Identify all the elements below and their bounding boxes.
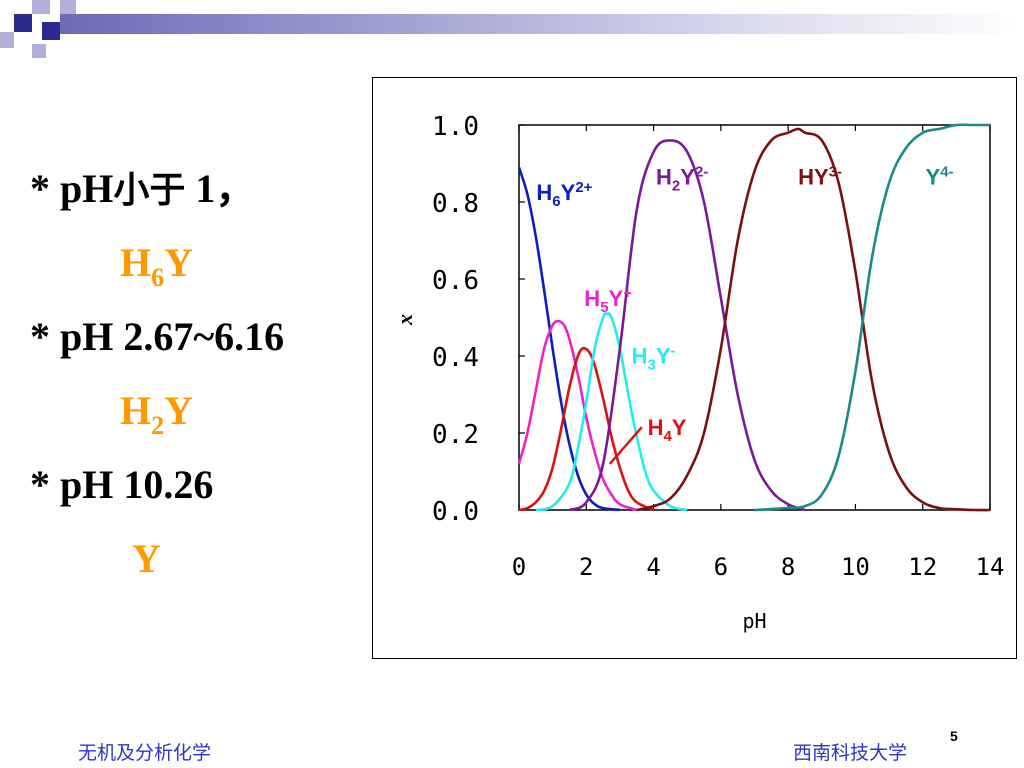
series-line-h6y2plus [517, 167, 621, 512]
bullet-item: * pH小于 1， [30, 166, 256, 211]
series-line-hy3minus [636, 127, 991, 512]
species-label: H6Y [120, 240, 194, 292]
series-label-part: H [656, 165, 672, 190]
series-label-part: 5 [600, 299, 608, 316]
species-label: H2Y [120, 388, 194, 440]
x-tick-label: 2 [579, 553, 593, 581]
series-label-part: 2 [672, 178, 680, 195]
series-label-hy3minus: HY3- [798, 164, 842, 190]
bullet-list: * pH小于 1， H6Y * pH 2.67~6.16 H2Y * pH 10… [30, 152, 284, 596]
header-bar [60, 14, 1024, 34]
series-label-part: - [671, 343, 676, 360]
series-label-part: H [648, 415, 664, 440]
series-line-h5yplus [517, 319, 638, 512]
series-label-h2y2minus: H2Y2- [656, 164, 708, 195]
y-tick-label: 0.8 [432, 189, 479, 219]
header-decoration [0, 0, 1024, 58]
y-tick-label: 0.6 [432, 266, 479, 296]
series-label-part: 3 [648, 357, 656, 374]
series-line-h3yminus [535, 312, 688, 512]
footer-university: 西南科技大学 [793, 742, 908, 764]
deco-square-dark [42, 22, 60, 40]
series-label-part: 4- [940, 164, 953, 181]
y-tick-label: 0.4 [432, 343, 479, 373]
deco-square-dark [14, 14, 32, 32]
x-tick-label: 8 [781, 553, 795, 581]
series-label-part: Y [680, 165, 695, 190]
series-label-h4y: H4Y [648, 415, 687, 445]
distribution-chart: 0.00.20.40.60.81.00 2 4 6 8 10 12 14pHxH6Y2+H5Y… [392, 112, 1005, 633]
series-label-part: Y [609, 286, 624, 311]
y-tick-label: 0.2 [432, 420, 479, 450]
series-label-part: 4 [663, 428, 672, 445]
deco-square-light [60, 0, 76, 14]
series-line-h4y [518, 346, 655, 512]
series-label-part: H [584, 286, 600, 311]
y-tick-label: 0.0 [432, 497, 479, 527]
x-axis-label: pH [742, 609, 766, 633]
h4y-leader-line [608, 426, 643, 465]
bullet-item: * pH 2.67~6.16 [30, 314, 285, 359]
series-label-part: 2- [695, 164, 708, 181]
species-label: Y [132, 536, 161, 581]
series-label-part: 2+ [575, 179, 592, 196]
series-label-part: Y [672, 415, 687, 440]
series-label-h5yplus: H5Y+ [584, 285, 632, 316]
series-label-part: H [536, 180, 552, 205]
series-label-part: Y [561, 180, 576, 205]
series-label-part: H [798, 165, 814, 190]
series-line-y4minus [754, 123, 990, 512]
x-tick-label: 4 [646, 553, 660, 581]
deco-square-light [32, 0, 50, 14]
series-label-y4minus: Y4- [926, 164, 954, 190]
x-tick-label: 14 [976, 553, 1005, 581]
page-number: 5 [950, 728, 958, 744]
x-tick-label: 6 [714, 553, 728, 581]
deco-square-light [0, 32, 14, 48]
y-tick-label: 1.0 [432, 112, 479, 142]
series-line-h2y2minus [568, 139, 806, 512]
series-label-part: 3- [829, 164, 842, 181]
footer-course: 无机及分析化学 [78, 742, 212, 764]
deco-square-light [32, 44, 46, 58]
series-label-part: 6 [552, 193, 560, 210]
series-label-h3yminus: H3Y- [632, 343, 676, 374]
y-axis-label: x [392, 314, 417, 326]
series-label-part: Y [814, 165, 829, 190]
series-label-part: Y [926, 165, 941, 190]
series-label-part: H [632, 344, 648, 369]
cjk-text: 小于 [113, 170, 186, 211]
series-label-part: Y [656, 344, 671, 369]
chart-frame [372, 77, 1017, 659]
x-tick-label: 0 [512, 553, 526, 581]
x-tick-label: 12 [908, 553, 937, 581]
series-label-part: + [623, 285, 632, 302]
x-tick-label: 10 [841, 553, 870, 581]
series-label-h6y2plus: H6Y2+ [536, 179, 592, 210]
bullet-item: * pH 10.26 [30, 462, 214, 507]
